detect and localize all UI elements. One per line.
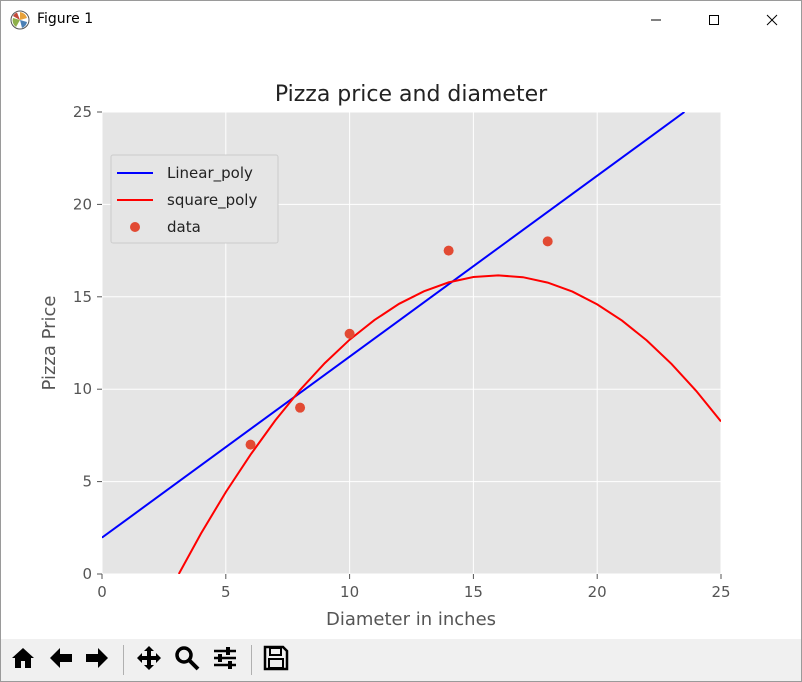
x-tick-label: 0 xyxy=(97,583,107,601)
x-tick-label: 15 xyxy=(464,583,483,601)
title-bar: Figure 1 xyxy=(1,1,801,39)
x-tick-label: 5 xyxy=(221,583,231,601)
toolbar-separator xyxy=(123,645,124,675)
chart-title: Pizza price and diameter xyxy=(275,82,548,107)
chart: 0 5 10 15 20 25 0 5 10 15 20 25 Pizza price and dia… xyxy=(39,82,731,630)
x-tick-label: 10 xyxy=(340,583,359,601)
legend-swatch-data xyxy=(130,222,140,232)
axis-ticks: 0 5 10 15 20 25 0 5 10 15 20 25 xyxy=(73,103,731,601)
toolbar-separator xyxy=(251,645,252,675)
y-tick-label: 25 xyxy=(73,103,92,121)
window-title: Figure 1 xyxy=(37,11,94,27)
data-point xyxy=(295,402,306,413)
y-tick-label: 10 xyxy=(73,380,92,398)
arrow-right-icon xyxy=(83,644,111,676)
legend-label: Linear_poly xyxy=(167,164,253,183)
matplotlib-logo-icon xyxy=(10,10,30,30)
maximize-icon xyxy=(708,11,720,30)
data-point xyxy=(542,236,553,247)
move-icon xyxy=(135,644,163,676)
legend-label: square_poly xyxy=(167,191,257,210)
magnifier-icon xyxy=(173,644,201,676)
y-axis-label: Pizza Price xyxy=(39,295,60,390)
x-axis-label: Diameter in inches xyxy=(326,609,496,630)
maximize-button[interactable] xyxy=(685,1,743,39)
save-button[interactable] xyxy=(260,644,292,676)
y-tick-label: 15 xyxy=(73,288,92,306)
minimize-button[interactable] xyxy=(627,1,685,39)
back-button[interactable] xyxy=(45,644,77,676)
sliders-icon xyxy=(211,644,239,676)
configure-subplots-button[interactable] xyxy=(209,644,241,676)
data-point xyxy=(245,439,256,450)
arrow-left-icon xyxy=(47,644,75,676)
close-icon xyxy=(766,11,778,30)
floppy-disk-icon xyxy=(262,644,290,676)
x-tick-label: 20 xyxy=(588,583,607,601)
y-tick-label: 20 xyxy=(73,195,92,213)
legend-label: data xyxy=(167,218,201,236)
series-layer xyxy=(102,112,721,574)
y-tick-label: 0 xyxy=(82,565,92,583)
minimize-icon xyxy=(650,11,662,30)
linear-poly-line xyxy=(102,112,685,539)
home-button[interactable] xyxy=(7,644,39,676)
data-point xyxy=(344,328,355,339)
home-icon xyxy=(9,644,37,676)
pan-button[interactable] xyxy=(133,644,165,676)
square-poly-line xyxy=(177,274,721,574)
y-tick-label: 5 xyxy=(82,473,92,491)
legend-box xyxy=(110,154,279,244)
data-point xyxy=(443,245,454,256)
close-button[interactable] xyxy=(743,1,801,39)
zoom-button[interactable] xyxy=(171,644,203,676)
x-tick-label: 25 xyxy=(711,583,730,601)
forward-button[interactable] xyxy=(81,644,113,676)
figure-canvas[interactable]: 0 5 10 15 20 25 0 5 10 15 20 25 Pizza price and dia… xyxy=(1,39,801,639)
navigation-toolbar xyxy=(1,639,801,681)
